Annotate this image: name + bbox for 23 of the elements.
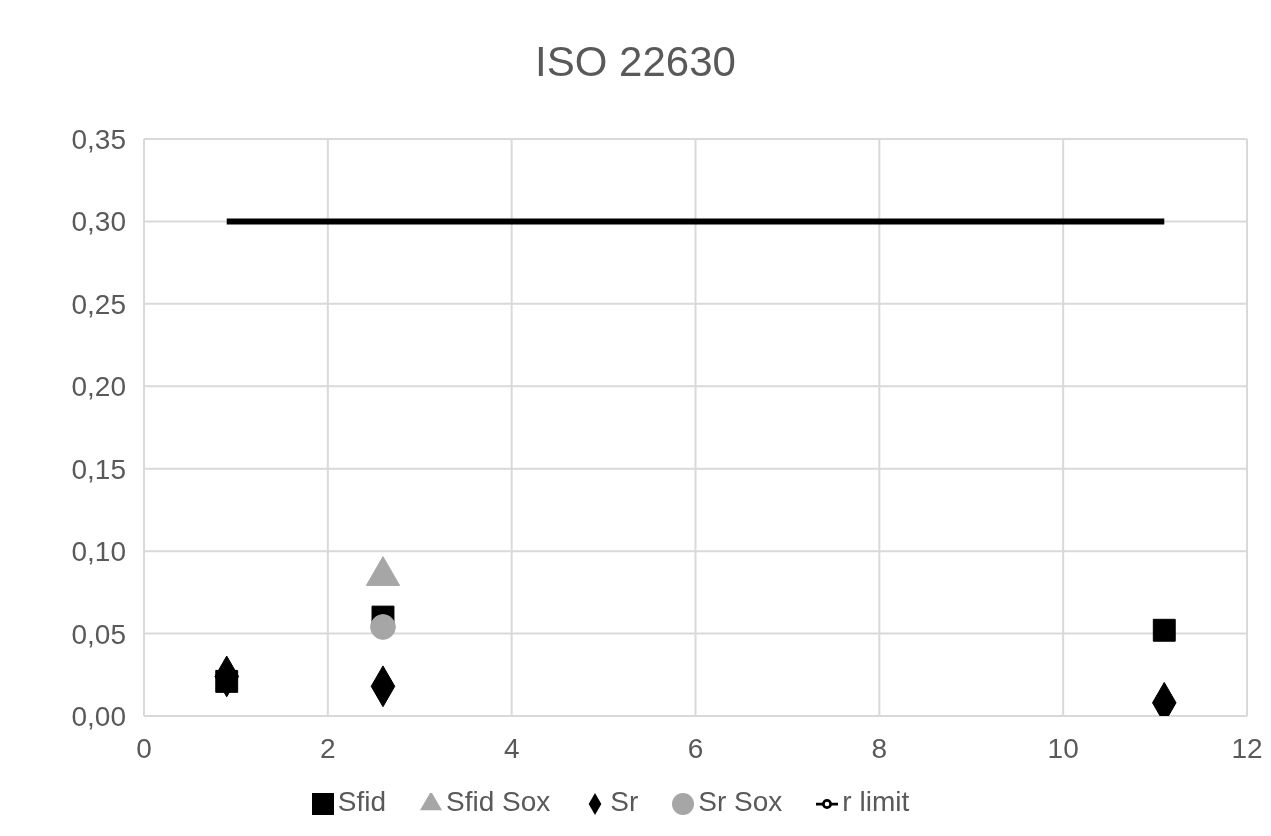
x-tick-label: 8: [871, 732, 888, 764]
point: [370, 614, 396, 640]
x-tick-label: 2: [320, 732, 336, 764]
x-tick-label: 0: [136, 732, 152, 764]
y-tick-label: 0,10: [71, 536, 126, 568]
y-tick-label: 0,25: [71, 288, 126, 320]
legend-label: Sfid Sox: [446, 786, 551, 817]
legend-label: Sfid: [337, 786, 387, 817]
x-tick-label: 12: [1231, 732, 1263, 764]
y-tick-label: 0,05: [71, 618, 126, 650]
y-tick-label: 0,20: [71, 371, 126, 403]
x-tick-label: 10: [1047, 732, 1079, 764]
y-tick-label: 0,30: [71, 206, 126, 238]
legend-label: Sr: [610, 786, 639, 817]
y-tick-label: 0,00: [71, 700, 126, 732]
point: [1152, 618, 1176, 642]
chart-title: ISO 22630: [534, 38, 737, 86]
legend-label: r limit: [842, 786, 910, 817]
x-tick-label: 6: [687, 732, 704, 764]
legend-label: Sr Sox: [698, 786, 783, 817]
y-tick-label: 0,35: [71, 123, 126, 155]
y-tick-label: 0,15: [71, 453, 126, 485]
x-tick-label: 4: [503, 732, 520, 764]
